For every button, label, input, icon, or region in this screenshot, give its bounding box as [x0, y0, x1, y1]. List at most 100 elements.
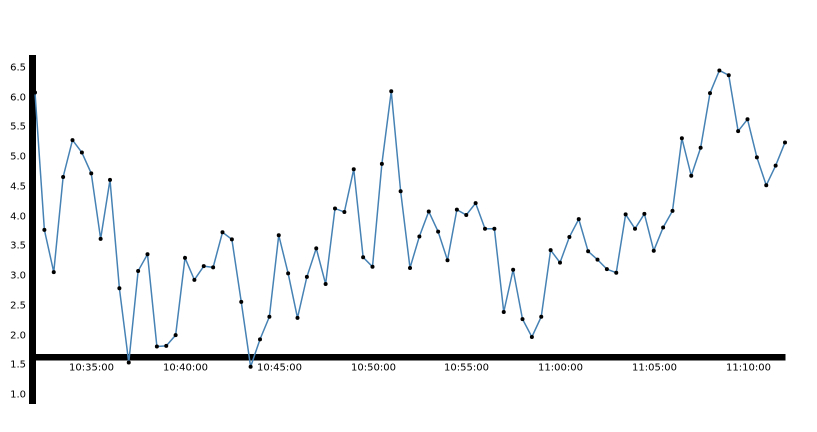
- data-point: [623, 212, 628, 217]
- data-point: [445, 258, 450, 263]
- x-tick: 11:00:00: [538, 354, 583, 374]
- data-point: [89, 171, 94, 176]
- y-tick-label: 1.5: [10, 360, 26, 371]
- data-point: [408, 265, 412, 270]
- data-point: [351, 167, 356, 172]
- data-point: [239, 299, 244, 304]
- data-point: [51, 270, 56, 275]
- data-point: [42, 227, 47, 232]
- data-point: [192, 277, 197, 282]
- data-point: [379, 161, 384, 166]
- x-tick: 10:40:00: [163, 354, 208, 374]
- data-point: [183, 255, 187, 260]
- data-point: [708, 91, 712, 96]
- data-point: [136, 268, 141, 273]
- data-point: [661, 225, 666, 230]
- y-tick-label: 5.5: [10, 122, 26, 133]
- x-tick-label: 10:35:00: [69, 363, 114, 374]
- data-point: [314, 246, 319, 251]
- y-tick: 2.5: [10, 301, 35, 312]
- data-point: [145, 252, 150, 257]
- y-tick-label: 5.0: [10, 152, 26, 163]
- data-point: [173, 333, 178, 338]
- x-axis-line: [34, 354, 786, 361]
- data-point: [651, 248, 656, 253]
- y-tick: 5.0: [10, 152, 35, 163]
- y-tick: 4.5: [10, 182, 35, 193]
- y-tick: 4.0: [10, 212, 35, 223]
- data-point: [548, 248, 553, 253]
- y-tick: 1.0: [10, 390, 35, 401]
- data-point: [558, 260, 562, 265]
- data-point: [642, 211, 647, 216]
- data-point: [248, 364, 253, 369]
- data-point: [295, 315, 300, 320]
- data-point: [492, 226, 497, 231]
- y-tick-label: 3.5: [10, 241, 26, 252]
- data-point: [783, 140, 787, 145]
- y-tick-label: 4.0: [10, 212, 26, 223]
- data-point: [736, 129, 741, 134]
- x-tick-label: 10:50:00: [351, 363, 396, 374]
- y-tick-label: 3.0: [10, 271, 26, 282]
- y-axis-line: [29, 55, 36, 404]
- y-tick: 5.5: [10, 122, 35, 133]
- data-point: [229, 237, 234, 242]
- series-line: [34, 69, 786, 367]
- x-tick-label: 10:55:00: [444, 363, 489, 374]
- y-tick-label: 6.0: [10, 93, 26, 104]
- data-point: [576, 217, 581, 222]
- data-point: [670, 208, 675, 213]
- data-point: [70, 138, 75, 143]
- data-point: [586, 249, 591, 254]
- x-tick-label: 11:00:00: [538, 363, 583, 374]
- data-point: [164, 343, 169, 348]
- data-point: [501, 309, 506, 314]
- x-tick-label: 10:45:00: [257, 363, 302, 374]
- x-tick: 11:05:00: [632, 354, 677, 374]
- data-point: [436, 229, 441, 234]
- data-point: [323, 282, 328, 287]
- data-point: [286, 271, 291, 276]
- x-tick: 10:55:00: [444, 354, 489, 374]
- data-point: [633, 226, 637, 231]
- data-point: [126, 360, 131, 365]
- data-point: [61, 174, 66, 179]
- data-point: [117, 286, 122, 291]
- data-point: [389, 89, 394, 94]
- data-point: [342, 210, 347, 215]
- data-point: [398, 189, 403, 194]
- x-tick-label: 10:40:00: [163, 363, 208, 374]
- data-point: [539, 314, 544, 319]
- x-tick: 10:50:00: [351, 354, 396, 374]
- data-point: [333, 206, 337, 211]
- data-point: [454, 207, 459, 212]
- y-tick-label: 2.0: [10, 331, 26, 342]
- y-tick-label: 4.5: [10, 182, 26, 193]
- y-tick-label: 2.5: [10, 301, 26, 312]
- y-tick: 6.0: [10, 93, 35, 104]
- y-tick: 3.5: [10, 241, 35, 252]
- data-point: [520, 317, 525, 322]
- data-points: [33, 68, 787, 369]
- data-point: [595, 257, 600, 262]
- data-point: [417, 234, 422, 239]
- x-tick: 10:45:00: [257, 354, 302, 374]
- data-point: [108, 177, 112, 182]
- y-tick: 3.0: [10, 271, 35, 282]
- data-point: [304, 274, 309, 279]
- y-tick: 6.5: [10, 63, 35, 74]
- x-tick-label: 11:05:00: [632, 363, 677, 374]
- x-tick: 10:35:00: [69, 354, 114, 374]
- data-point: [679, 136, 684, 141]
- y-tick-label: 6.5: [10, 63, 26, 74]
- data-point: [726, 73, 731, 78]
- data-point: [717, 68, 722, 73]
- y-axis: 1.0 1.5 2.0 2.5 3.0 3.5 4.0 4.5 5.0 5.5 6.0 6.5: [10, 55, 36, 404]
- data-point: [426, 209, 431, 214]
- data-point: [267, 314, 272, 319]
- x-tick: 11:10:00: [726, 354, 771, 374]
- data-point: [464, 213, 469, 218]
- data-point: [529, 334, 534, 339]
